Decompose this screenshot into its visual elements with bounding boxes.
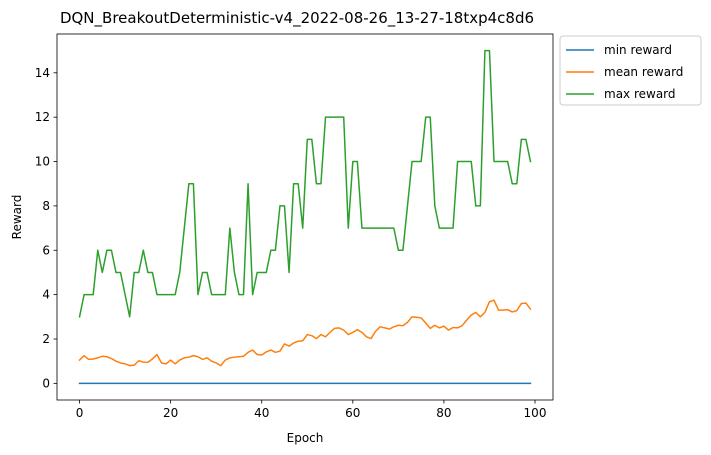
y-axis-label: Reward bbox=[10, 195, 24, 240]
y-tick-label: 12 bbox=[35, 110, 50, 124]
plot-frame bbox=[56, 33, 554, 401]
y-tick-label: 4 bbox=[42, 288, 50, 302]
x-tick-label: 40 bbox=[254, 406, 269, 420]
y-tick-label: 14 bbox=[35, 66, 50, 80]
series-line-max-reward bbox=[78, 49, 532, 318]
x-tick-label: 0 bbox=[76, 406, 84, 420]
y-tick-label: 8 bbox=[42, 199, 50, 213]
series-layer bbox=[78, 49, 532, 385]
series-line-mean-reward bbox=[78, 299, 532, 367]
legend-label-max-reward: max reward bbox=[604, 87, 676, 101]
x-tick-label: 80 bbox=[436, 406, 451, 420]
x-tick-label: 100 bbox=[524, 406, 547, 420]
legend-label-min-reward: min reward bbox=[604, 43, 672, 57]
legend-label-mean-reward: mean reward bbox=[604, 65, 683, 79]
chart-title: DQN_BreakoutDeterministic-v4_2022-08-26_… bbox=[60, 9, 534, 28]
y-tick-label: 6 bbox=[42, 243, 50, 257]
x-tick-label: 20 bbox=[163, 406, 178, 420]
x-axis-label: Epoch bbox=[287, 431, 324, 445]
legend-box bbox=[559, 35, 702, 106]
x-axis-ticks: 0 20 40 60 80 100 bbox=[76, 400, 547, 420]
y-tick-label: 2 bbox=[42, 332, 50, 346]
x-tick-label: 60 bbox=[345, 406, 360, 420]
y-axis-ticks: 0 2 4 6 8 10 12 14 bbox=[35, 66, 57, 390]
y-tick-label: 0 bbox=[42, 376, 50, 390]
plot-area bbox=[57, 34, 553, 400]
y-tick-label: 10 bbox=[35, 155, 50, 169]
legend: min reward mean reward max reward bbox=[559, 35, 702, 106]
